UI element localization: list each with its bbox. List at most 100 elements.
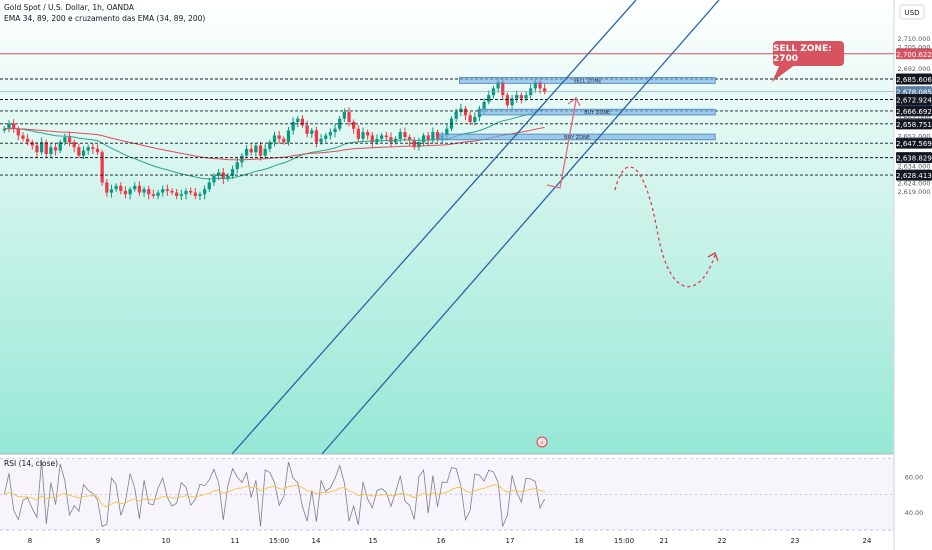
candle-body bbox=[240, 155, 244, 163]
candle-body bbox=[454, 111, 458, 119]
candle-body bbox=[296, 118, 300, 122]
candle-body bbox=[305, 125, 309, 134]
candle-body bbox=[398, 132, 402, 139]
rsi-tick-label: 40.00 bbox=[905, 509, 924, 517]
candle-body bbox=[193, 192, 197, 196]
candle-body bbox=[254, 145, 258, 153]
candle-body bbox=[198, 194, 202, 196]
price-label: 2,647.569 bbox=[896, 140, 932, 148]
y-tick-label: 2,619.000 bbox=[897, 188, 930, 196]
candle-body bbox=[258, 145, 263, 156]
time-axis-background bbox=[0, 530, 894, 550]
candle-body bbox=[361, 132, 365, 139]
candle-body bbox=[538, 81, 542, 89]
candle-body bbox=[156, 192, 160, 196]
candle-body bbox=[487, 95, 491, 102]
x-tick-label: 16 bbox=[437, 537, 446, 545]
candle-body bbox=[170, 190, 174, 193]
candle-body bbox=[202, 189, 207, 195]
y-tick-label: 2,705.000 bbox=[897, 43, 930, 51]
y-tick-label: 2,692.000 bbox=[897, 65, 930, 73]
symbol-title: Gold Spot / U.S. Dollar, 1h, OANDA bbox=[4, 3, 134, 12]
price-label: 2,678.085 bbox=[896, 89, 932, 97]
x-tick-label: 15:00 bbox=[269, 537, 289, 545]
x-tick-label: 21 bbox=[660, 537, 669, 545]
rsi-title: RSI (14, close) bbox=[4, 459, 58, 468]
candle-body bbox=[445, 128, 449, 136]
candle-body bbox=[375, 138, 379, 143]
candle-body bbox=[175, 192, 179, 196]
candle-body bbox=[128, 189, 132, 195]
candle-body bbox=[81, 150, 86, 156]
candle-body bbox=[482, 101, 486, 109]
candle-body bbox=[53, 147, 58, 151]
price-label-bg bbox=[896, 137, 932, 149]
price-label-bg bbox=[896, 152, 932, 164]
candle-body bbox=[44, 142, 48, 154]
candle-body bbox=[515, 95, 519, 99]
candle-body bbox=[366, 132, 370, 136]
price-label: 2,666.692 bbox=[896, 108, 932, 116]
candle-body bbox=[324, 135, 328, 139]
indicator-title: EMA 34, 89, 200 e cruzamento das EMA (34… bbox=[4, 14, 206, 23]
x-tick-label: 22 bbox=[718, 537, 727, 545]
candle-body bbox=[510, 98, 514, 106]
price-label-bg bbox=[896, 48, 932, 60]
candle-body bbox=[35, 145, 39, 153]
ema-89-line bbox=[4, 127, 545, 161]
candle-body bbox=[473, 116, 477, 122]
candle-body bbox=[109, 189, 114, 193]
candle-body bbox=[431, 132, 435, 141]
candle-body bbox=[7, 123, 11, 129]
candle-body bbox=[310, 130, 314, 134]
channel-upper-line bbox=[231, 0, 637, 455]
x-tick-label: 9 bbox=[96, 537, 100, 545]
candle-body bbox=[165, 189, 169, 191]
candle-body bbox=[142, 189, 146, 193]
candle-body bbox=[533, 81, 537, 89]
candle-body bbox=[189, 190, 193, 193]
x-tick-label: 8 bbox=[28, 537, 32, 545]
candle-body bbox=[370, 135, 374, 143]
candle-body bbox=[137, 185, 142, 193]
y-tick-label: 2,710.000 bbox=[897, 35, 930, 43]
candle-body bbox=[286, 130, 291, 143]
candle-body bbox=[403, 132, 407, 138]
candle-body bbox=[133, 185, 137, 190]
price-label: 2,628.413 bbox=[896, 172, 932, 180]
candle-body bbox=[268, 142, 272, 149]
candle-body bbox=[58, 142, 62, 151]
projection-dashed-arrowhead bbox=[707, 252, 719, 262]
candle-body bbox=[272, 135, 277, 143]
candle-body bbox=[63, 137, 67, 143]
buy-zone-box bbox=[438, 133, 716, 141]
x-tick-label: 15:00 bbox=[614, 537, 634, 545]
candle-body bbox=[524, 95, 528, 99]
candle-body bbox=[435, 132, 440, 139]
candle-body bbox=[12, 123, 16, 129]
candle-body bbox=[352, 122, 356, 129]
candle-body bbox=[300, 118, 305, 126]
y-tick-label: 2,624.000 bbox=[897, 179, 930, 187]
candle-body bbox=[105, 182, 109, 193]
candle-body bbox=[151, 194, 156, 196]
candle-body bbox=[39, 142, 44, 153]
event-marker-icon bbox=[536, 436, 548, 448]
candle-body bbox=[426, 135, 430, 141]
candle-body bbox=[72, 142, 76, 148]
projection-up-path bbox=[546, 99, 577, 189]
price-label: 2,638.829 bbox=[896, 155, 932, 163]
candle-body bbox=[319, 138, 323, 143]
price-label-bg bbox=[896, 73, 932, 85]
candle-body bbox=[338, 118, 342, 129]
sell-zone-box bbox=[459, 77, 716, 84]
candle-body bbox=[263, 148, 267, 156]
candle-body bbox=[277, 135, 281, 139]
candle-body bbox=[221, 172, 225, 180]
candle-body bbox=[384, 135, 388, 138]
x-tick-label: 24 bbox=[863, 537, 872, 545]
x-tick-label: 14 bbox=[312, 537, 321, 545]
candle-body bbox=[347, 111, 351, 122]
candle-body bbox=[235, 162, 239, 170]
